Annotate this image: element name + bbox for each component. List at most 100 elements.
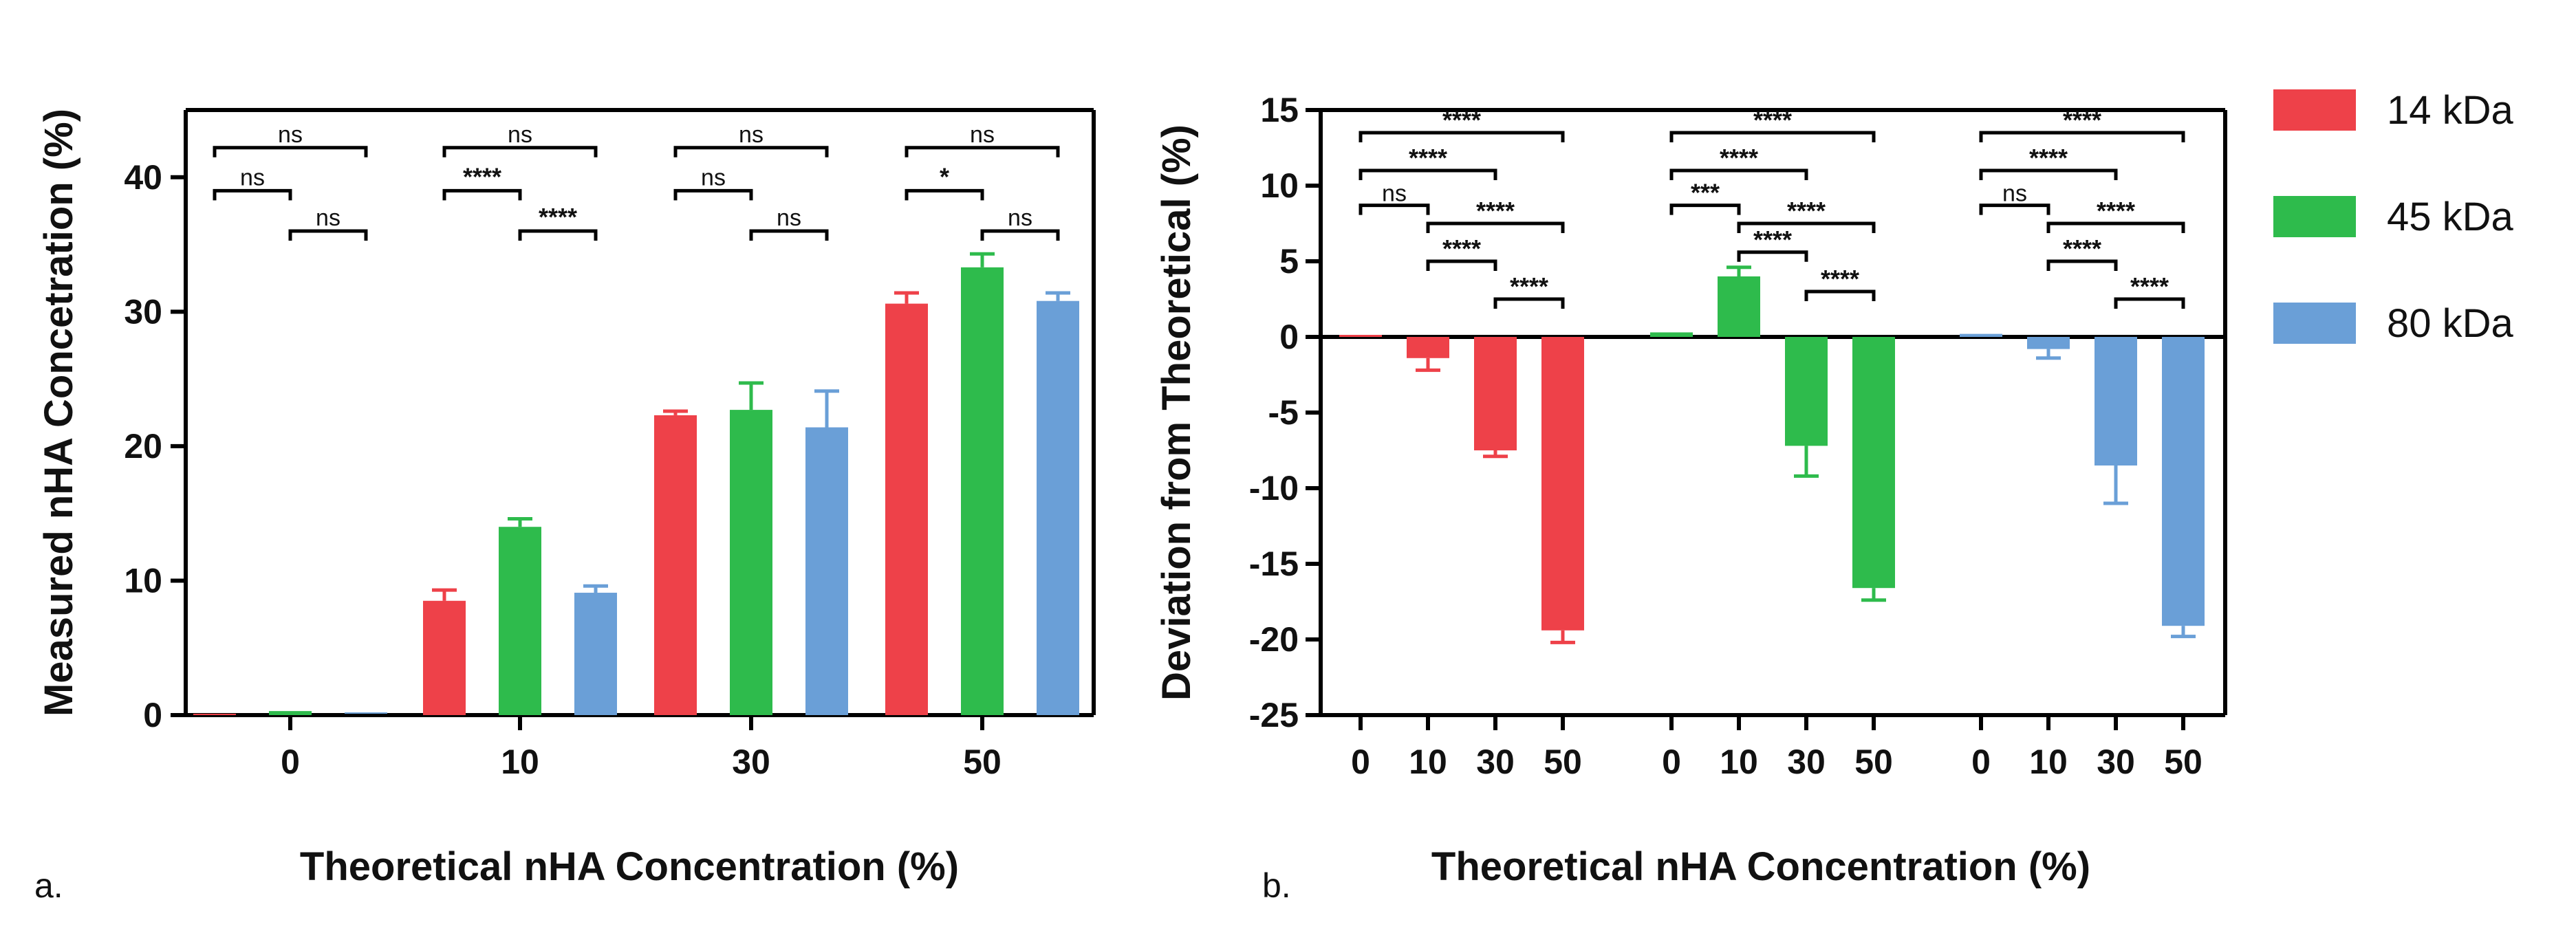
bar [193, 714, 236, 715]
legend: 14 kDa 45 kDa 80 kDa [2273, 88, 2514, 346]
bar [1407, 337, 1449, 358]
bar [2027, 337, 2070, 349]
legend-label: 14 kDa [2387, 88, 2514, 133]
x-tick-label: 30 [2097, 743, 2135, 781]
significance-bracket [1979, 168, 2118, 180]
bar [1474, 337, 1517, 450]
significance-bracket [1979, 204, 2050, 215]
significance-bracket [1359, 131, 1565, 142]
panel-b-chart: -25 -20 -15 -10 -5 0 5 10 15 0 10 30 50 0 10 30 50 0 10 30 5… [1154, 91, 2227, 889]
y-tick-label: 10 [1260, 166, 1299, 205]
significance-label: ns [1382, 181, 1407, 207]
significance-bracket [442, 188, 522, 201]
x-tick-label: 10 [2029, 743, 2068, 781]
y-tick-label: -5 [1268, 393, 1299, 432]
y-tick-label: 40 [124, 158, 162, 197]
x-tick-label: 0 [1351, 743, 1370, 781]
bar [574, 593, 617, 715]
significance-label: ns [2002, 181, 2027, 207]
significance-bracket [213, 188, 292, 201]
bar [1650, 332, 1693, 337]
significance-bracket [2114, 297, 2185, 309]
significance-bracket [288, 229, 368, 241]
significance-bracket [442, 146, 598, 157]
x-axis-title: Theoretical nHA Concentration (%) [1431, 844, 2090, 889]
significance-bracket [2046, 259, 2118, 271]
y-tick-label: -10 [1249, 469, 1299, 507]
bar [1718, 276, 1760, 337]
significance-label: **** [1442, 106, 1481, 134]
significance-bracket [213, 146, 368, 157]
bar [423, 600, 466, 715]
significance-bracket [1979, 131, 2185, 142]
significance-bracket [673, 146, 829, 157]
bar [961, 267, 1004, 715]
significance-label: **** [1821, 265, 1859, 293]
significance-bracket [2046, 221, 2185, 233]
significance-label: ns [739, 122, 764, 148]
x-tick-label: 30 [1476, 743, 1515, 781]
x-tick-label: 10 [1720, 743, 1758, 781]
significance-label: ns [1008, 205, 1032, 231]
bar [1960, 333, 2002, 337]
bar [1852, 337, 1895, 589]
significance-label: **** [1510, 272, 1548, 300]
significance-bracket [673, 188, 753, 201]
significance-label: **** [2097, 197, 2135, 225]
bar [345, 712, 387, 714]
y-tick-label: 20 [124, 427, 162, 465]
significance-label: ns [240, 164, 265, 190]
legend-label: 45 kDa [2387, 195, 2514, 239]
significance-bracket [1359, 204, 1430, 215]
x-axis-title: Theoretical nHA Concentration (%) [300, 844, 959, 889]
bar [499, 527, 541, 715]
x-tick-label: 0 [1662, 743, 1681, 781]
x-tick-label: 50 [1544, 743, 1582, 781]
bar [1785, 337, 1828, 446]
bar [269, 711, 312, 715]
significance-bracket [749, 229, 829, 241]
significance-label: ns [777, 205, 801, 231]
significance-label: **** [1476, 197, 1515, 225]
bar [1037, 300, 1079, 715]
significance-label: **** [539, 203, 577, 231]
significance-label: **** [1720, 144, 1758, 172]
significance-bracket [1669, 204, 1741, 215]
x-tick-label: 10 [501, 743, 539, 781]
significance-bracket [1493, 297, 1565, 309]
significance-bracket [1426, 221, 1565, 233]
significance-label: **** [2063, 106, 2101, 134]
significance-label: ns [278, 122, 303, 148]
legend-swatch [2273, 196, 2356, 237]
significance-bracket [1669, 131, 1876, 142]
significance-label: ns [970, 122, 995, 148]
significance-label: ns [701, 164, 726, 190]
significance-label: **** [1753, 226, 1792, 254]
x-tick-label: 30 [732, 743, 770, 781]
significance-label: ns [508, 122, 532, 148]
x-tick-label: 0 [1971, 743, 1991, 781]
significance-label: *** [1691, 179, 1720, 207]
x-tick-label: 50 [963, 743, 1002, 781]
bar [1339, 335, 1382, 337]
y-tick-label: -20 [1249, 620, 1299, 659]
bar [1541, 337, 1584, 631]
bar [654, 415, 697, 715]
x-tick-label: 0 [281, 743, 300, 781]
y-tick-label: 0 [143, 696, 162, 734]
y-tick-label: 0 [1279, 318, 1299, 356]
legend-label: 80 kDa [2387, 301, 2514, 346]
panel-label-a: a. [34, 866, 63, 905]
panel-label-b: b. [1262, 866, 1291, 905]
x-tick-label: 30 [1787, 743, 1826, 781]
significance-bracket [905, 146, 1060, 157]
significance-bracket [1669, 168, 1808, 180]
bar [885, 303, 928, 716]
significance-bracket [1804, 289, 1876, 301]
y-tick-label: 30 [124, 292, 162, 331]
x-tick-label: 50 [1854, 743, 1893, 781]
significance-bracket [1359, 168, 1497, 180]
significance-bracket [980, 229, 1060, 241]
legend-swatch [2273, 303, 2356, 344]
